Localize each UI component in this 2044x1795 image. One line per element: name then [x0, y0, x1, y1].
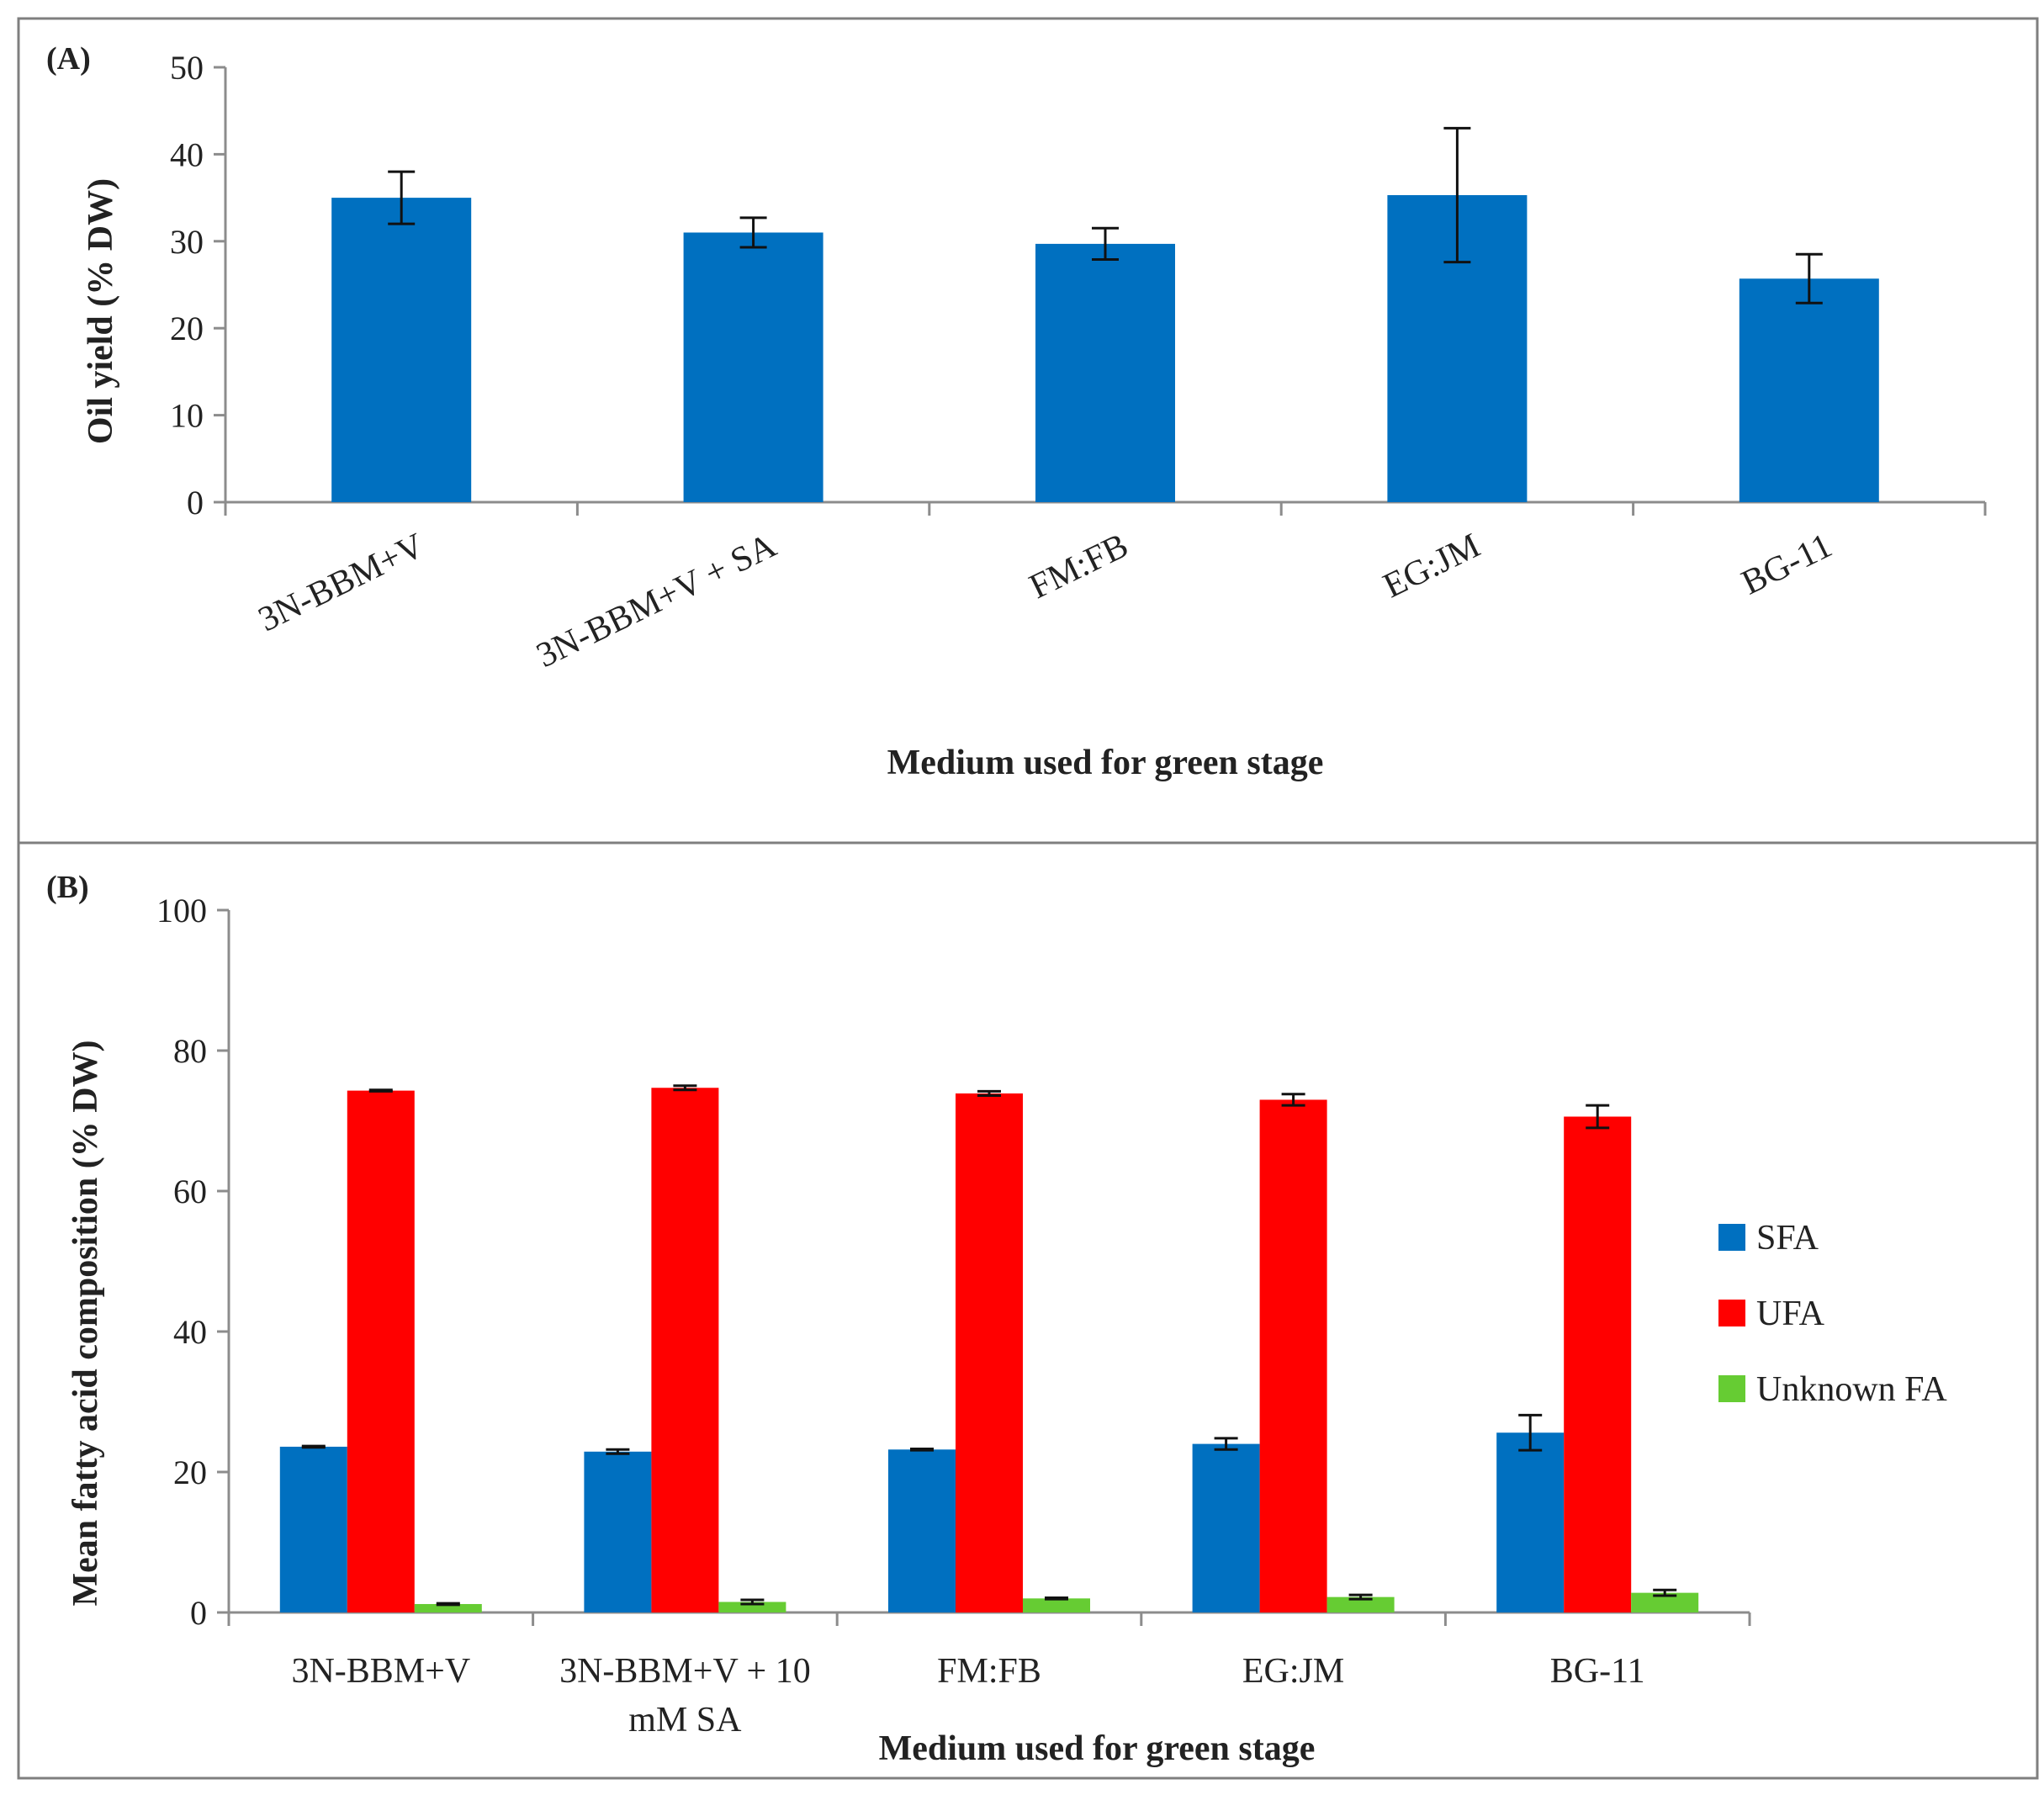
bar-oil-yield: [1035, 243, 1175, 502]
bar-unknown-fa: [414, 1603, 482, 1612]
bar-oil-yield: [683, 232, 823, 502]
x-category-label: 3N-BBM+V + SA: [531, 526, 783, 675]
bar-unknown-fa: [1631, 1592, 1699, 1612]
bar-oil-yield: [331, 198, 472, 502]
bar-ufa: [651, 1088, 719, 1612]
panel-a-y-axis-title: Oil yield (% DW): [82, 178, 120, 444]
legend-label-ufa: UFA: [1756, 1295, 1825, 1333]
y-tick-label: 40: [170, 135, 204, 173]
y-tick-label: 60: [173, 1173, 207, 1210]
panel-b-tag: (B): [46, 870, 89, 905]
panel-b-x-axis-title: Medium used for green stage: [879, 1729, 1316, 1768]
legend-label-unknown-fa: Unknown FA: [1756, 1370, 1947, 1409]
y-tick-label: 20: [173, 1453, 207, 1491]
y-tick-label: 50: [170, 49, 204, 87]
bar-ufa: [956, 1093, 1023, 1612]
panel-b-y-axis-title: Mean fatty acid composition (% DW): [66, 1040, 105, 1606]
legend-swatch-ufa: [1718, 1300, 1745, 1326]
panel-a-oil-yield-chart: (A) 0 10 20 30 40 50 3N-BBM+V 3N-BBM+V + SA FM:…: [17, 17, 2039, 845]
panel-b-category-labels: 3N-BBM+V 3N-BBM+V + 10 mM SA FM:FB EG:JM BG-1…: [291, 1652, 1644, 1739]
x-category-label: 3N-BBM+V: [291, 1652, 470, 1691]
panel-a-x-axis-title: Medium used for green stage: [887, 744, 1324, 782]
bar-sfa: [888, 1449, 956, 1612]
legend-swatch-unknown-fa: [1718, 1375, 1745, 1402]
legend-swatch-sfa: [1718, 1224, 1745, 1251]
x-category-label: FM:FB: [1024, 527, 1134, 607]
y-tick-label: 20: [170, 310, 204, 347]
panel-a-tag: (A): [46, 41, 91, 77]
bar-unknown-fa: [718, 1602, 786, 1612]
panel-b-legend: SFA UFA Unknown FA: [1718, 1219, 1947, 1409]
y-tick-label: 100: [156, 892, 207, 929]
bar-ufa: [1259, 1099, 1327, 1612]
x-category-label: BG-11: [1550, 1652, 1645, 1691]
panel-b-fatty-acid-chart: (B) 0 20 40 60 80 100 3N-BBM+V 3N-BBM+V + 10 mM…: [17, 841, 2039, 1780]
x-category-label: EG:JM: [1242, 1652, 1344, 1691]
panel-b-error-bars: [301, 1084, 1677, 1607]
y-tick-label: 80: [173, 1032, 207, 1070]
bar-ufa: [1564, 1116, 1632, 1612]
x-category-label: EG:JM: [1378, 527, 1486, 606]
bar-unknown-fa: [1023, 1598, 1090, 1612]
y-tick-label: 30: [170, 223, 204, 261]
y-tick-label: 0: [190, 1594, 207, 1632]
bar-sfa: [584, 1451, 652, 1612]
y-tick-label: 0: [187, 484, 204, 522]
bar-sfa: [1496, 1432, 1565, 1612]
bar-ufa: [347, 1090, 415, 1612]
legend-label-sfa: SFA: [1756, 1219, 1819, 1258]
panel-a-frame: [17, 17, 2039, 845]
y-tick-label: 10: [170, 397, 204, 435]
panel-b-bars: [279, 1088, 1699, 1612]
x-category-label: FM:FB: [937, 1652, 1041, 1691]
panel-b-frame: [17, 841, 2039, 1780]
panel-a-error-bars: [388, 126, 1823, 304]
x-category-label: BG-11: [1736, 527, 1839, 603]
bar-oil-yield: [1739, 278, 1879, 502]
panel-a-axes: 0 10 20 30 40 50: [170, 49, 1987, 522]
bar-sfa: [279, 1446, 347, 1612]
x-category-label: 3N-BBM+V + 10: [559, 1652, 811, 1691]
bar-sfa: [1192, 1443, 1260, 1612]
y-tick-label: 40: [173, 1313, 207, 1351]
x-category-label: 3N-BBM+V: [252, 527, 430, 640]
panel-a-category-labels: 3N-BBM+V 3N-BBM+V + SA FM:FB EG:JM BG-11: [252, 526, 1838, 675]
bar-unknown-fa: [1326, 1596, 1395, 1612]
x-category-label: mM SA: [628, 1701, 742, 1739]
